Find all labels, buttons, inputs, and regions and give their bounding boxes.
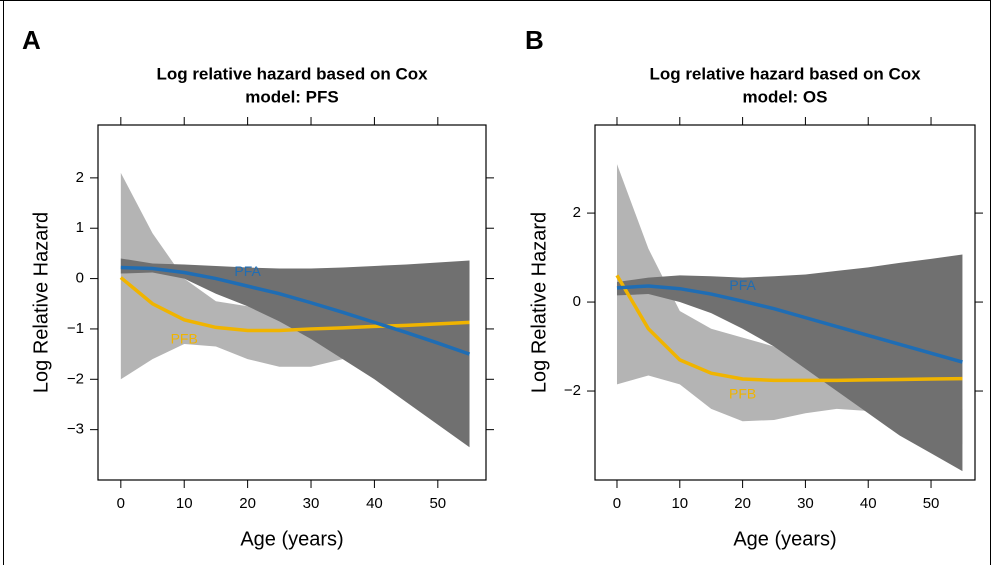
plot-area: PFB PFA bbox=[119, 172, 471, 448]
confidence-band bbox=[616, 164, 963, 445]
x-tick-label: 50 bbox=[429, 495, 446, 512]
chart-title: Log relative hazard based on Cox bbox=[649, 64, 921, 83]
y-tick-label: −2 bbox=[67, 370, 84, 387]
chart-title: model: OS bbox=[742, 87, 827, 106]
x-tick-label: 20 bbox=[239, 495, 256, 512]
series-label: PFB bbox=[171, 331, 198, 347]
y-tick-label: 0 bbox=[76, 270, 84, 287]
x-tick-label: 50 bbox=[923, 495, 940, 512]
panel-label: A bbox=[22, 25, 41, 55]
line bbox=[120, 265, 471, 356]
y-axis-label: Log Relative Hazard bbox=[30, 212, 52, 393]
panel-label: B bbox=[525, 25, 544, 55]
series-label: PFA bbox=[234, 263, 261, 279]
confidence-band bbox=[616, 254, 963, 472]
x-axis-label: Age (years) bbox=[240, 528, 343, 550]
line bbox=[615, 274, 963, 383]
y-tick-label: 2 bbox=[76, 169, 84, 186]
y-tick-label: −1 bbox=[67, 320, 84, 337]
y-tick-label: −2 bbox=[564, 382, 581, 399]
y-axis-label: Log Relative Hazard bbox=[528, 212, 550, 393]
series-label: PFA bbox=[729, 277, 756, 293]
y-tick-label: 0 bbox=[573, 293, 581, 310]
y-tick-label: −3 bbox=[67, 421, 84, 438]
chart-title: model: PFS bbox=[245, 87, 339, 106]
x-tick-label: 0 bbox=[117, 495, 125, 512]
x-tick-label: 30 bbox=[797, 495, 814, 512]
x-tick-label: 10 bbox=[671, 495, 688, 512]
confidence-band bbox=[120, 258, 470, 448]
x-axis-label: Age (years) bbox=[733, 528, 836, 550]
plot-area: PFB PFA bbox=[615, 164, 963, 472]
y-tick-label: 2 bbox=[573, 204, 581, 221]
x-tick-label: 20 bbox=[734, 495, 751, 512]
x-tick-label: 30 bbox=[303, 495, 320, 512]
series-label: PFB bbox=[729, 386, 756, 402]
x-tick-label: 40 bbox=[860, 495, 877, 512]
x-tick-label: 0 bbox=[613, 495, 621, 512]
x-tick-label: 10 bbox=[176, 495, 193, 512]
y-tick-label: 1 bbox=[76, 219, 84, 236]
line bbox=[616, 284, 963, 364]
line bbox=[119, 276, 470, 333]
chart-title: Log relative hazard based on Cox bbox=[156, 64, 428, 83]
x-tick-label: 40 bbox=[366, 495, 383, 512]
plot-frame bbox=[97, 124, 487, 481]
